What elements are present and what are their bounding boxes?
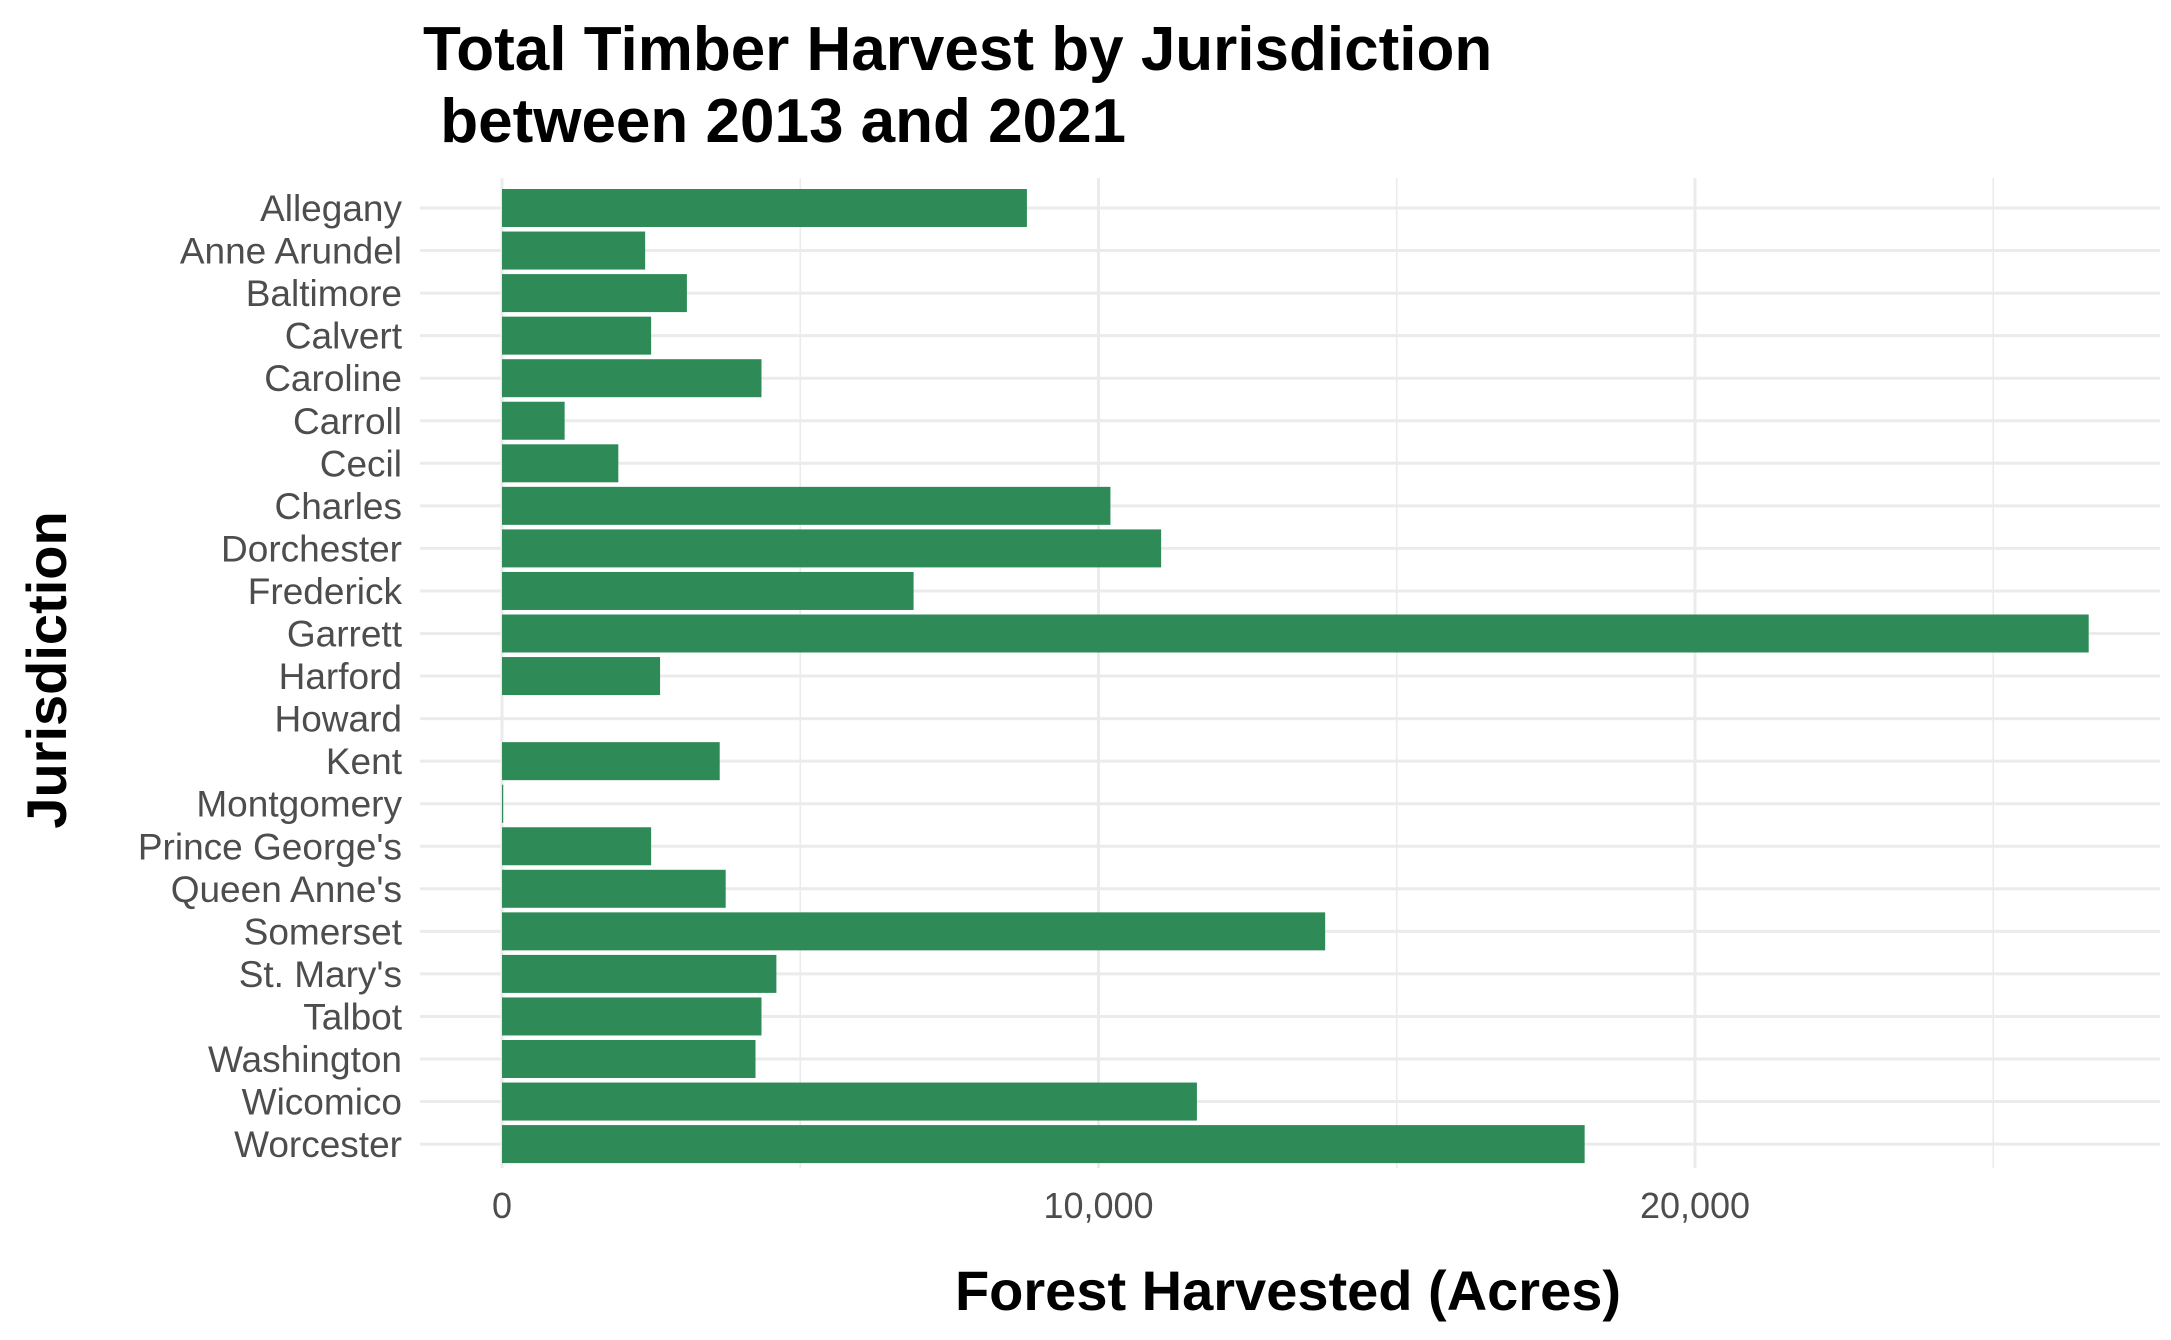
bar xyxy=(502,912,1326,951)
bar xyxy=(502,954,777,993)
grid-lines xyxy=(420,178,2160,1168)
y-tick-label: Talbot xyxy=(303,996,402,1037)
chart-title-line-1: Total Timber Harvest by Jurisdiction xyxy=(423,15,1492,84)
y-tick-label: Prince George's xyxy=(138,826,402,867)
y-tick-label: Montgomery xyxy=(196,784,402,825)
bar xyxy=(502,486,1111,525)
chart-title-line-2: between 2013 and 2021 xyxy=(423,87,1126,156)
bar xyxy=(502,571,914,610)
bar xyxy=(502,316,652,355)
x-axis-labels: 0 10,000 20,000 xyxy=(492,1185,1750,1226)
y-axis-title: Jurisdiction xyxy=(15,511,78,828)
chart-title: Total Timber Harvest by Jurisdiction bet… xyxy=(423,15,1492,156)
y-tick-label: Dorchester xyxy=(221,528,402,569)
x-tick-label: 20,000 xyxy=(1640,1185,1750,1226)
y-tick-label: Allegany xyxy=(260,188,402,229)
y-tick-label: Wicomico xyxy=(242,1082,402,1123)
y-tick-label: Charles xyxy=(275,486,403,527)
y-tick-label: Garrett xyxy=(287,614,403,655)
x-axis-title: Forest Harvested (Acres) xyxy=(955,1259,1621,1322)
bar xyxy=(502,189,1027,227)
y-tick-label: Baltimore xyxy=(246,273,402,314)
y-tick-label: Kent xyxy=(326,741,403,782)
y-tick-label: Howard xyxy=(275,699,403,740)
bar xyxy=(502,657,661,696)
y-tick-label: Caroline xyxy=(264,358,402,399)
y-tick-label: Frederick xyxy=(248,571,403,612)
y-tick-label: Harford xyxy=(279,656,402,697)
x-tick-label: 10,000 xyxy=(1043,1185,1153,1226)
y-tick-label: Worcester xyxy=(234,1124,402,1165)
bar xyxy=(502,1040,756,1078)
y-tick-label: Cecil xyxy=(320,443,402,484)
bars xyxy=(502,189,2089,1164)
bar xyxy=(502,274,687,313)
bar xyxy=(502,1125,1585,1164)
bar xyxy=(502,359,762,398)
bar xyxy=(502,827,652,866)
bar xyxy=(502,1082,1197,1121)
y-tick-label: Anne Arundel xyxy=(180,231,402,272)
bar xyxy=(502,869,726,908)
bar xyxy=(502,742,720,781)
bar xyxy=(502,231,646,270)
y-tick-label: Carroll xyxy=(293,401,402,442)
y-tick-label: Queen Anne's xyxy=(171,869,402,910)
bar xyxy=(502,444,619,483)
y-tick-label: Washington xyxy=(208,1039,402,1080)
bar xyxy=(502,784,504,823)
y-tick-label: Somerset xyxy=(244,911,403,952)
y-tick-label: Calvert xyxy=(285,316,403,357)
bar xyxy=(502,401,565,440)
y-tick-label: St. Mary's xyxy=(239,954,402,995)
bar xyxy=(502,529,1162,568)
bar xyxy=(502,614,2089,653)
x-tick-label: 0 xyxy=(492,1185,512,1226)
bar xyxy=(502,997,762,1036)
